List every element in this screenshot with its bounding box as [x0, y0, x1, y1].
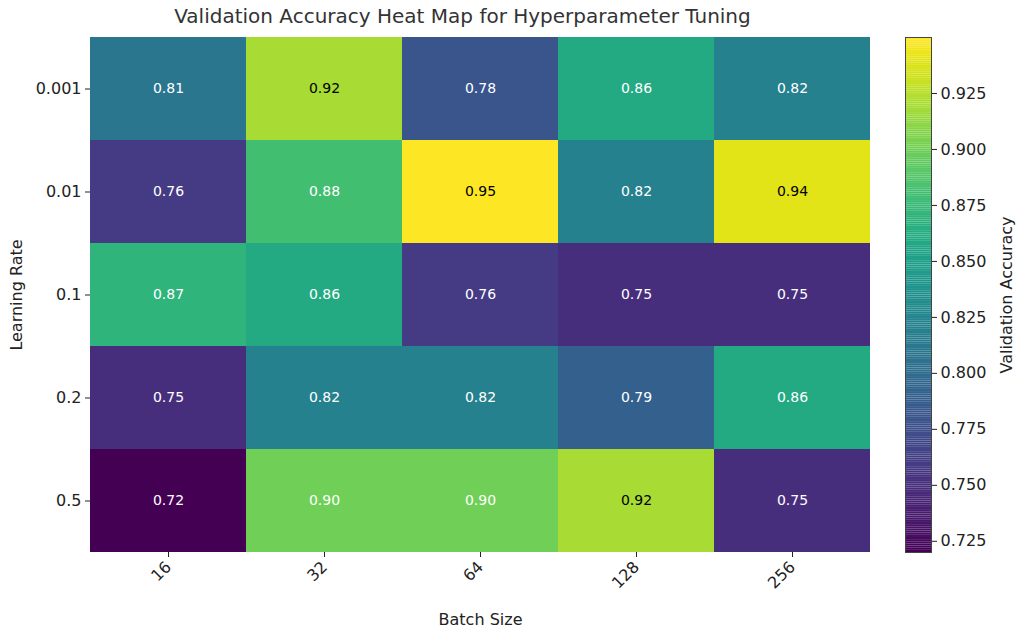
svg-text:0.925: 0.925 — [941, 84, 987, 103]
svg-text:0.90: 0.90 — [309, 492, 340, 508]
svg-text:0.90: 0.90 — [465, 492, 496, 508]
svg-text:16: 16 — [147, 557, 175, 585]
svg-text:Validation Accuracy: Validation Accuracy — [997, 216, 1016, 373]
svg-text:0.82: 0.82 — [309, 389, 340, 405]
svg-text:0.825: 0.825 — [941, 308, 987, 327]
svg-text:0.5: 0.5 — [56, 491, 81, 510]
svg-text:0.87: 0.87 — [153, 286, 184, 302]
svg-text:0.750: 0.750 — [941, 475, 987, 494]
svg-text:0.88: 0.88 — [309, 183, 340, 199]
svg-text:0.86: 0.86 — [621, 80, 652, 96]
svg-text:0.82: 0.82 — [621, 183, 652, 199]
svg-text:0.75: 0.75 — [777, 286, 808, 302]
svg-text:0.76: 0.76 — [465, 286, 496, 302]
svg-text:0.86: 0.86 — [309, 286, 340, 302]
svg-text:0.86: 0.86 — [777, 389, 808, 405]
svg-text:0.82: 0.82 — [465, 389, 496, 405]
svg-text:0.775: 0.775 — [941, 419, 987, 438]
svg-text:0.2: 0.2 — [56, 388, 81, 407]
svg-text:0.92: 0.92 — [309, 80, 340, 96]
svg-text:0.75: 0.75 — [621, 286, 652, 302]
svg-text:0.72: 0.72 — [153, 492, 184, 508]
svg-text:0.81: 0.81 — [153, 80, 184, 96]
svg-text:0.725: 0.725 — [941, 531, 987, 550]
svg-text:256: 256 — [764, 557, 799, 592]
svg-text:32: 32 — [303, 557, 331, 585]
svg-text:0.94: 0.94 — [777, 183, 808, 199]
svg-text:0.75: 0.75 — [153, 389, 184, 405]
svg-text:0.92: 0.92 — [621, 492, 652, 508]
svg-text:Batch Size: Batch Size — [439, 610, 523, 629]
svg-text:64: 64 — [459, 557, 487, 585]
svg-text:0.800: 0.800 — [941, 363, 987, 382]
svg-text:0.900: 0.900 — [941, 140, 987, 159]
html-text:Validation Accuracy Heat Map f: Validation Accuracy Heat Map for Hyperpa… — [174, 4, 751, 28]
svg-text:Learning Rate: Learning Rate — [7, 239, 26, 350]
svg-text:0.1: 0.1 — [56, 285, 81, 304]
svg-text:0.01: 0.01 — [46, 182, 82, 201]
svg-text:0.79: 0.79 — [621, 389, 652, 405]
svg-text:0.78: 0.78 — [465, 80, 496, 96]
svg-text:0.76: 0.76 — [153, 183, 184, 199]
svg-text:0.875: 0.875 — [941, 196, 987, 215]
svg-text:0.001: 0.001 — [36, 79, 82, 98]
svg-text:0.82: 0.82 — [777, 80, 808, 96]
svg-text:128: 128 — [608, 557, 643, 592]
svg-text:0.75: 0.75 — [777, 492, 808, 508]
svg-text:0.850: 0.850 — [941, 252, 987, 271]
svg-text:0.95: 0.95 — [465, 183, 496, 199]
